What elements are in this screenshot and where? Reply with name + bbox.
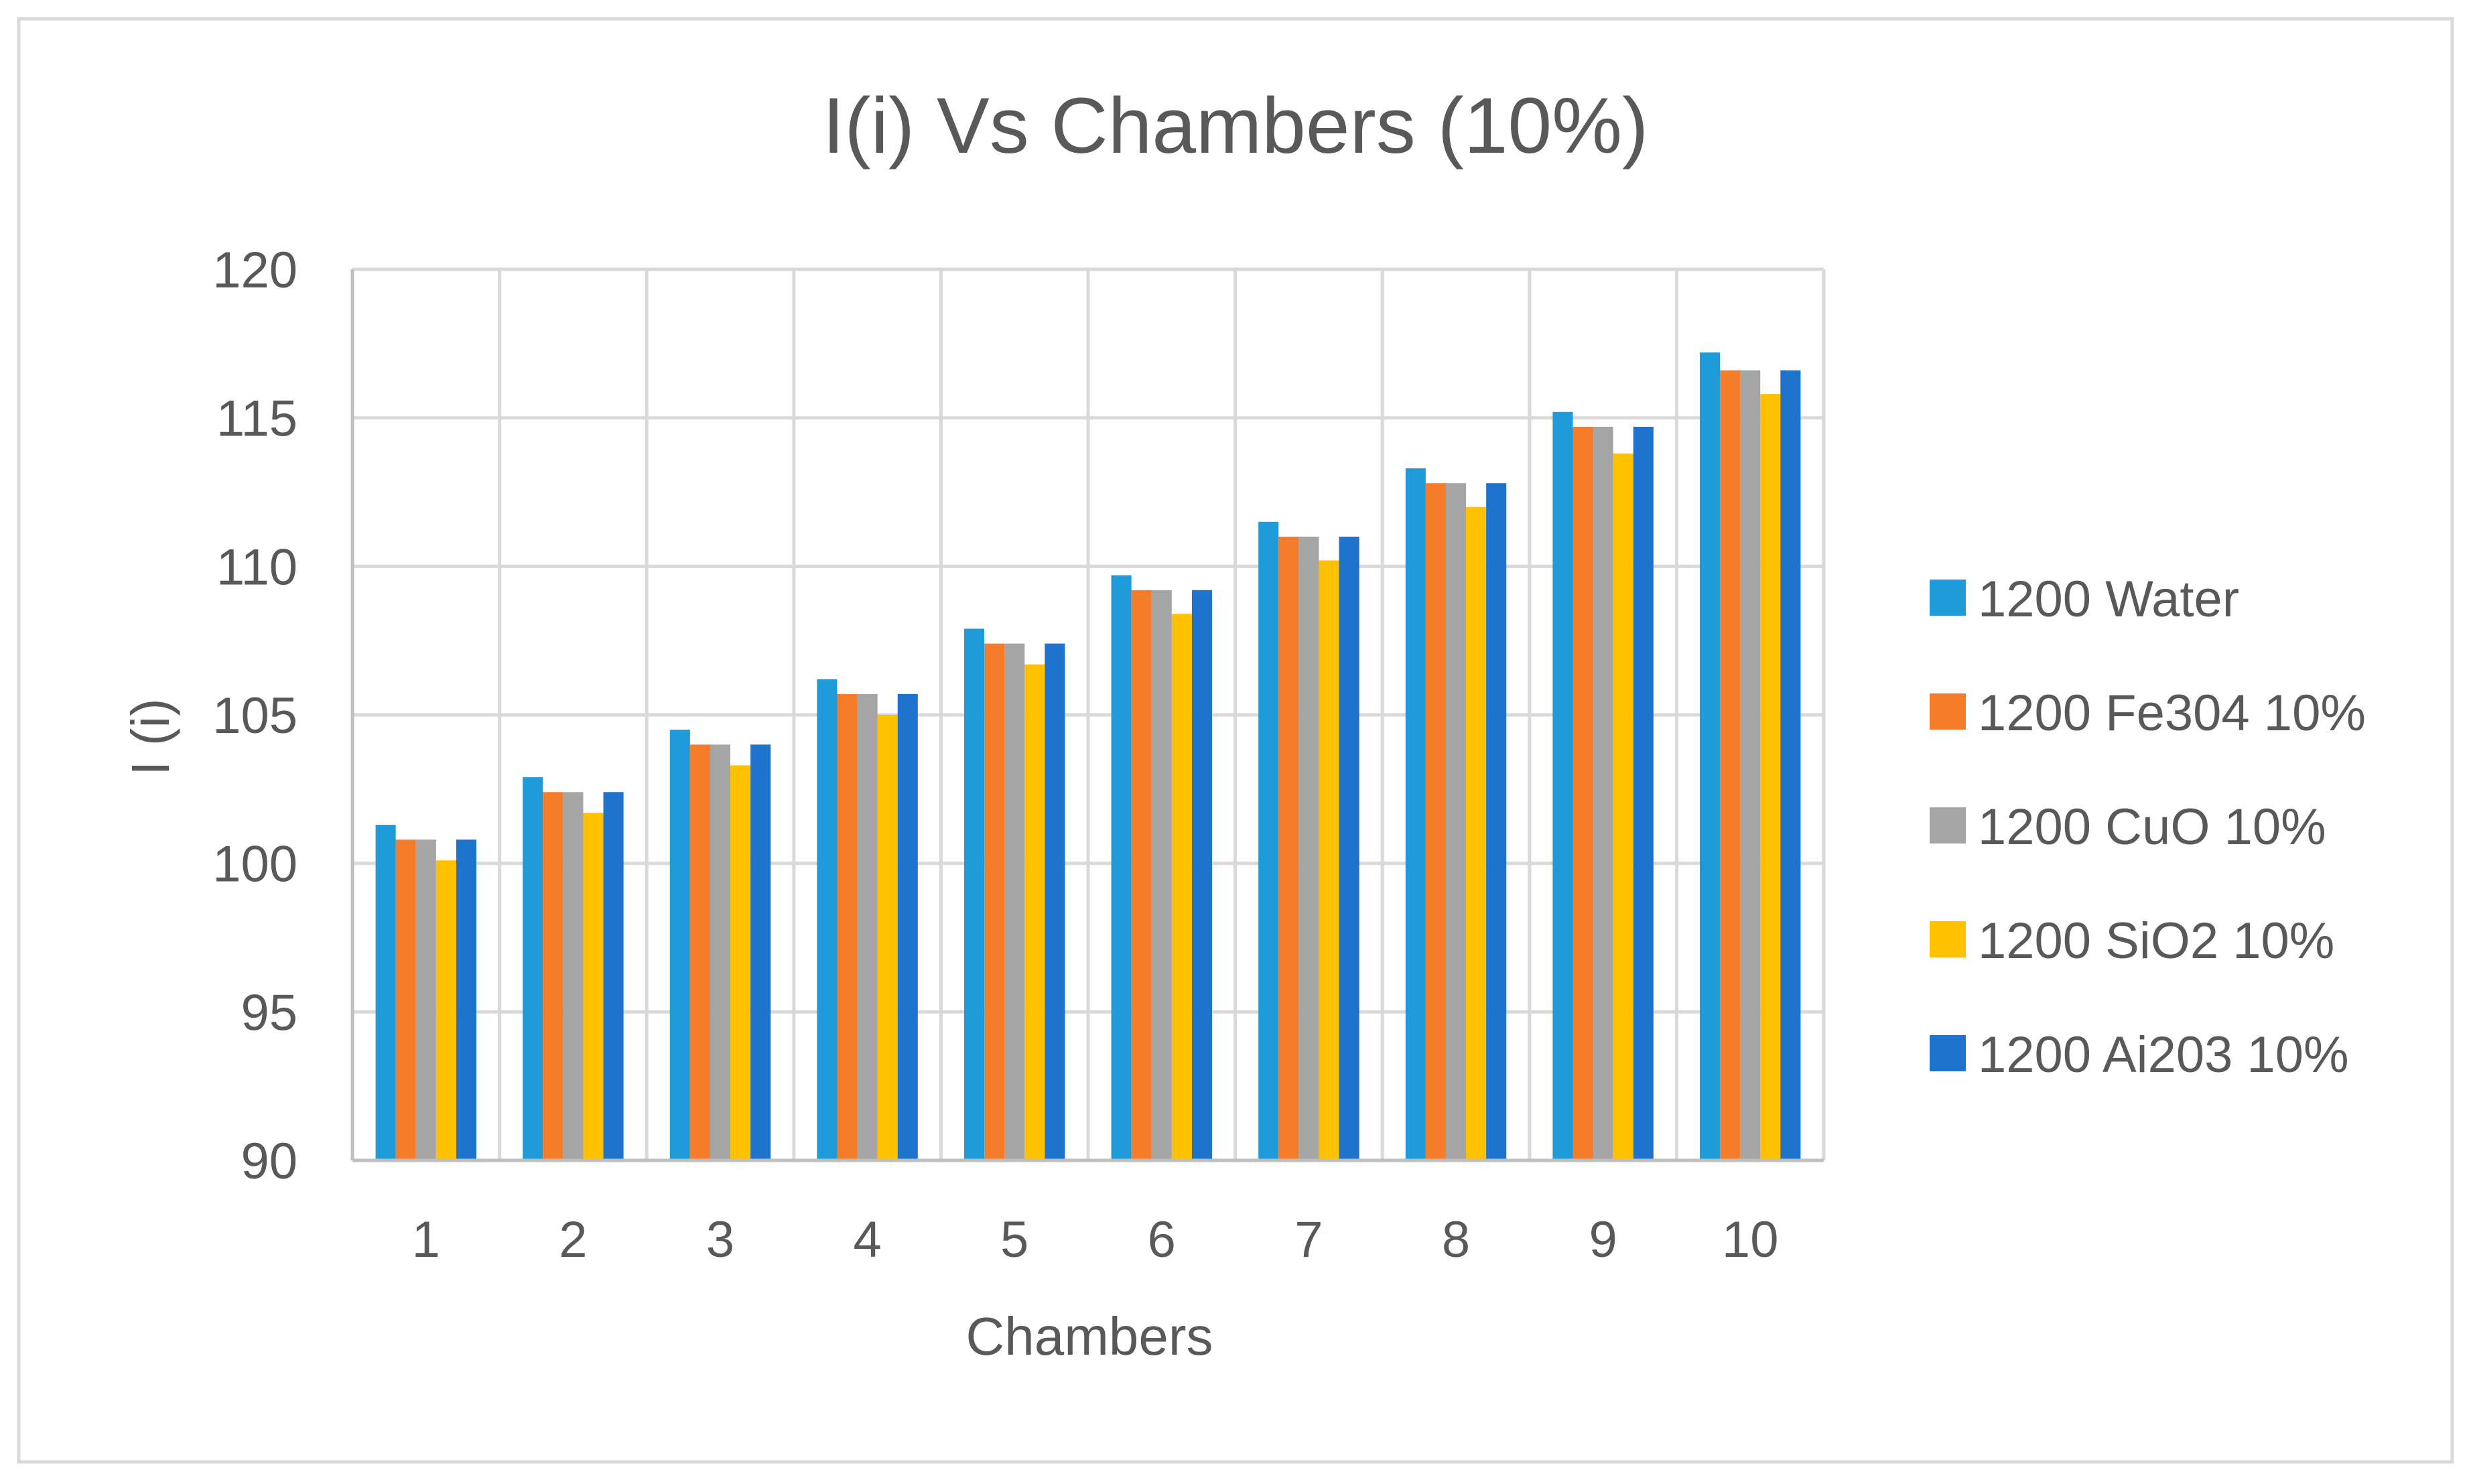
legend-label: 1200 Ai203 10% <box>1978 1026 2349 1083</box>
bar <box>1191 590 1213 1160</box>
legend-swatch <box>1930 693 1966 730</box>
bar <box>1760 394 1781 1161</box>
bar <box>1298 537 1319 1160</box>
bar <box>415 839 436 1160</box>
legend-label: 1200 Water <box>1978 571 2239 628</box>
bar <box>1425 483 1446 1160</box>
bar <box>984 643 1005 1160</box>
legend-swatch <box>1930 580 1966 616</box>
x-tick-label: 10 <box>1722 1211 1779 1268</box>
bar <box>897 693 918 1160</box>
y-axis-label: I (i) <box>121 698 180 776</box>
bar <box>837 693 858 1160</box>
bars <box>375 352 1801 1161</box>
bar <box>1552 411 1573 1160</box>
x-tick-label: 1 <box>412 1211 440 1268</box>
bar <box>1045 643 1065 1160</box>
bar <box>375 825 396 1160</box>
x-tick-label: 6 <box>1148 1211 1176 1268</box>
bar <box>1445 483 1467 1160</box>
bar <box>456 839 477 1160</box>
bar <box>1593 426 1613 1160</box>
y-tick-label: 120 <box>212 242 297 299</box>
bar <box>710 744 731 1160</box>
bar <box>1780 370 1801 1160</box>
bar <box>1258 521 1279 1160</box>
bar <box>1131 590 1152 1160</box>
bar <box>1699 352 1721 1161</box>
bar <box>583 813 604 1160</box>
y-tick-label: 90 <box>241 1133 297 1190</box>
y-tick-label: 110 <box>216 539 297 596</box>
legend-label: 1200 Fe304 10% <box>1978 685 2366 742</box>
y-tick-label: 100 <box>212 836 297 893</box>
x-tick-label: 8 <box>1442 1211 1470 1268</box>
bar <box>1405 468 1426 1160</box>
bar <box>1111 575 1132 1160</box>
bar <box>436 860 456 1160</box>
bar <box>669 730 690 1160</box>
bar <box>1171 614 1192 1160</box>
x-tick-label: 4 <box>853 1211 881 1268</box>
x-tick-label: 5 <box>1000 1211 1028 1268</box>
bar <box>1004 643 1025 1160</box>
bar <box>1633 426 1654 1160</box>
bar <box>1151 590 1172 1160</box>
legend-label: 1200 SiO2 10% <box>1978 913 2334 969</box>
bar <box>395 839 416 1160</box>
bar <box>1278 537 1299 1160</box>
y-tick-label: 105 <box>212 687 297 744</box>
bar <box>877 715 898 1160</box>
bar <box>1720 370 1741 1160</box>
bar <box>1024 664 1045 1160</box>
y-tick-label: 95 <box>241 984 297 1041</box>
bar <box>1613 453 1633 1160</box>
x-tick-label: 9 <box>1589 1211 1617 1268</box>
bar <box>563 792 584 1160</box>
bar <box>523 777 543 1160</box>
bar <box>689 744 710 1160</box>
legend-swatch <box>1930 807 1966 844</box>
bar <box>1319 560 1339 1160</box>
bar <box>1486 483 1507 1160</box>
bar <box>750 744 771 1160</box>
bar <box>1740 370 1761 1160</box>
bar <box>1339 537 1359 1160</box>
x-tick-label: 7 <box>1294 1211 1323 1268</box>
bar <box>817 679 838 1160</box>
x-tick-label: 3 <box>706 1211 734 1268</box>
bar <box>963 628 985 1160</box>
axes: 90 95 100 105 110 115 120 1 2 3 4 5 6 7 8 9 10 <box>212 242 1824 1268</box>
x-axis-label: Chambers <box>965 1306 1213 1366</box>
legend-label: 1200 CuO 10% <box>1978 799 2326 856</box>
legend-swatch <box>1930 1035 1966 1071</box>
y-tick-label: 115 <box>216 391 297 448</box>
bar <box>1573 426 1593 1160</box>
x-tick-label: 2 <box>559 1211 587 1268</box>
bar <box>857 693 878 1160</box>
legend: 1200 Water 1200 Fe304 10% 1200 CuO 10% 1200… <box>1930 571 2366 1083</box>
bar <box>1466 507 1487 1160</box>
chart-title: I(i) Vs Chambers (10%) <box>823 82 1649 170</box>
legend-swatch <box>1930 921 1966 957</box>
bar <box>730 765 751 1160</box>
bar <box>603 792 624 1160</box>
bar <box>543 792 563 1160</box>
